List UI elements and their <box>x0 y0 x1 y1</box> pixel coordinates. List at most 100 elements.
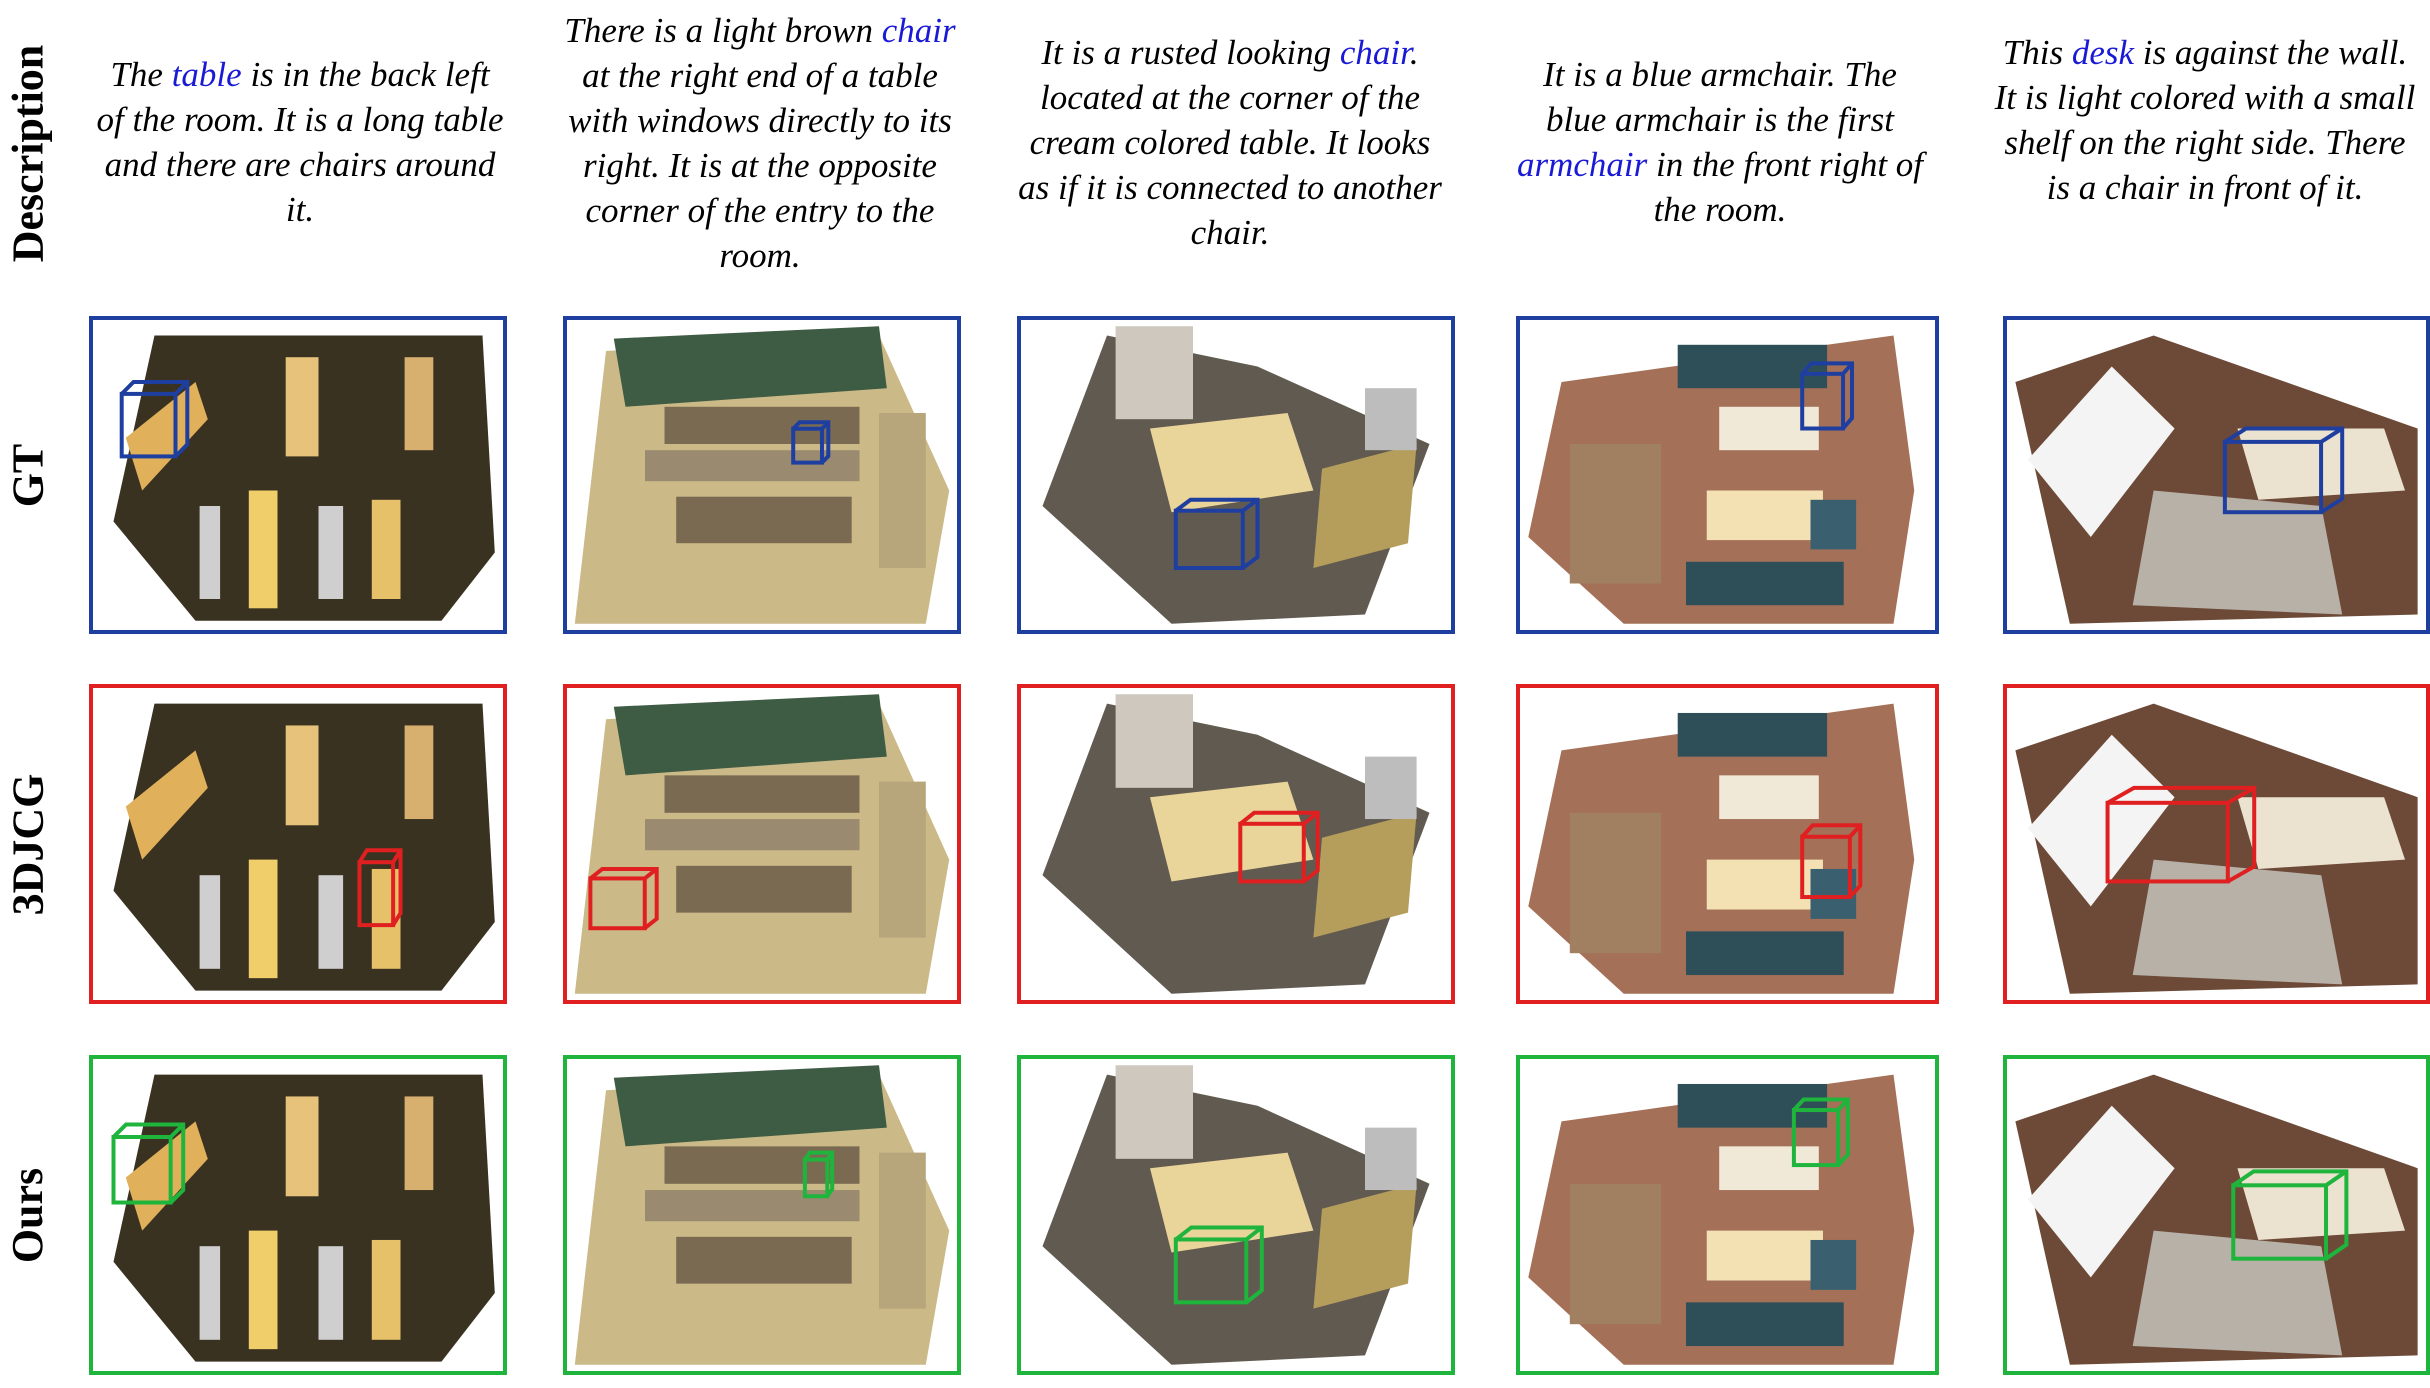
baseline-scene-1 <box>89 684 507 1004</box>
bounding-box <box>1800 361 1854 431</box>
scene-render <box>2015 703 2418 994</box>
table <box>1719 1146 1819 1191</box>
scene-render <box>574 1065 950 1365</box>
description-4: It is a blue armchair. The blue armchair… <box>1516 55 1924 229</box>
bounding-box <box>588 866 659 931</box>
scene-render <box>113 703 495 991</box>
bounding-box <box>2231 1169 2349 1261</box>
shelf <box>2132 1230 2343 1356</box>
table <box>285 725 319 826</box>
bounding-box <box>111 1122 186 1205</box>
scene-render <box>1042 326 1430 624</box>
sofa <box>1677 712 1828 757</box>
highlight-word: armchair <box>1516 145 1648 184</box>
chairs <box>1365 1127 1417 1191</box>
table <box>248 859 278 979</box>
highlight-word: chair <box>1339 33 1410 72</box>
bounding-box <box>1173 1225 1264 1305</box>
table <box>676 865 852 913</box>
bounding-box <box>119 380 190 459</box>
baseline-scene-3 <box>1017 684 1455 1004</box>
chairs <box>879 413 926 568</box>
table <box>285 357 319 457</box>
chairs <box>1365 756 1417 820</box>
ours-scene-2 <box>563 1055 961 1375</box>
baseline-scene-4 <box>1516 684 1939 1004</box>
table <box>1313 812 1417 938</box>
scene-render <box>1042 694 1430 994</box>
scene-render <box>113 335 495 621</box>
highlight-word: desk <box>2071 33 2135 72</box>
bounding-box <box>2222 426 2345 515</box>
bounding-box <box>802 1150 835 1199</box>
scene-render <box>1528 1074 1915 1365</box>
table <box>125 750 208 860</box>
table <box>1706 490 1823 541</box>
row-label-baseline-text: 3DJCG <box>3 773 53 915</box>
chairs <box>318 1246 344 1340</box>
table <box>676 496 852 544</box>
sofa <box>1686 931 1844 976</box>
chairs <box>318 506 344 599</box>
table <box>1706 1230 1823 1281</box>
shelf <box>2132 859 2343 985</box>
row-label-gt-text: GT <box>3 443 53 507</box>
scene-render <box>2015 335 2418 624</box>
bounding-box <box>2105 785 2257 884</box>
chairs <box>199 875 221 969</box>
description-1: The table is in the back left of the roo… <box>96 55 504 229</box>
table <box>1150 781 1314 882</box>
description-3: It is a rusted looking chair. located at… <box>1018 33 1442 252</box>
wall <box>2027 1105 2175 1278</box>
chairs <box>879 781 926 938</box>
table <box>1150 413 1314 513</box>
wall <box>1115 1065 1193 1159</box>
scene-render <box>1528 335 1915 624</box>
bounding-box <box>1238 810 1320 884</box>
scene-render <box>574 326 950 624</box>
table <box>404 357 434 451</box>
table <box>1313 1183 1417 1309</box>
board <box>613 326 887 407</box>
ours-scene-3 <box>1017 1055 1455 1375</box>
chairs <box>318 875 344 969</box>
scene-render <box>2015 1074 2418 1365</box>
scene-render <box>1528 703 1915 994</box>
description-2: There is a light brown chair at the righ… <box>564 11 956 275</box>
bounding-box <box>1791 1097 1850 1168</box>
rug <box>1569 812 1662 954</box>
table <box>664 775 860 813</box>
sofa <box>1686 561 1844 606</box>
table <box>676 1236 852 1284</box>
wall <box>2027 734 2175 907</box>
table <box>285 1096 319 1197</box>
table <box>1313 444 1417 568</box>
rug <box>1569 444 1662 584</box>
sofa <box>1686 1302 1844 1347</box>
wall <box>2027 366 2175 537</box>
table <box>248 490 278 609</box>
table <box>1706 859 1823 910</box>
chairs <box>199 1246 221 1340</box>
gt-scene-1 <box>89 316 507 634</box>
table <box>404 725 434 820</box>
shelf <box>2132 490 2343 615</box>
armchair <box>1810 499 1857 550</box>
row-label-baseline: 3DJCG <box>0 684 56 1004</box>
row-label-ours-text: Ours <box>3 1167 53 1263</box>
gt-scene-3 <box>1017 316 1455 634</box>
table <box>404 1096 434 1191</box>
ours-scene-4 <box>1516 1055 1939 1375</box>
scene-render <box>1042 1065 1430 1365</box>
table <box>1719 775 1819 820</box>
rug <box>1569 1183 1662 1325</box>
ours-scene-5 <box>2003 1055 2430 1375</box>
chairs <box>1365 388 1417 451</box>
sofa <box>1677 1083 1828 1128</box>
highlight-word: chair <box>881 11 956 50</box>
wall <box>1115 326 1193 420</box>
board <box>613 694 887 776</box>
gt-scene-2 <box>563 316 961 634</box>
row-label-gt: GT <box>0 316 56 634</box>
gt-scene-4 <box>1516 316 1939 634</box>
